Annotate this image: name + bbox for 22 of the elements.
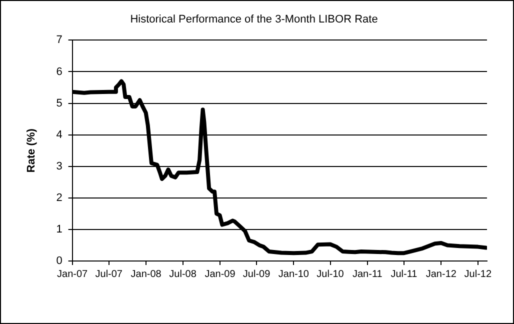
x-tick-label: Jul-10 [316, 268, 344, 280]
y-tick-label: 4 [56, 128, 62, 141]
y-tick-label: 5 [56, 97, 62, 110]
y-tick-label: 6 [56, 66, 62, 78]
x-tick-label: Jan-10 [278, 268, 310, 280]
y-tick-label: 3 [56, 160, 62, 172]
x-tick-label: Jul-07 [95, 268, 123, 280]
x-tick-label: Jan-11 [352, 268, 383, 280]
x-tick-label: Jul-08 [169, 268, 197, 280]
chart-title: Historical Performance of the 3-Month LIBOR Rate [130, 14, 378, 26]
x-tick-label: Jul-11 [390, 268, 418, 280]
y-tick-label: 2 [56, 192, 62, 204]
x-tick-label: Jul-12 [464, 268, 492, 280]
x-tick-label: Jan-12 [426, 268, 457, 280]
y-tick-label: 7 [56, 34, 62, 46]
x-tick-label: Jan-09 [204, 268, 236, 280]
y-tick-label: 0 [56, 255, 62, 268]
x-tick-label: Jul-09 [242, 268, 271, 280]
x-tick-label: Jan-08 [130, 268, 162, 280]
x-tick-label: Jan-07 [57, 268, 88, 280]
y-tick-label: 1 [56, 223, 62, 236]
y-axis-title: Rate (%) [26, 128, 38, 173]
